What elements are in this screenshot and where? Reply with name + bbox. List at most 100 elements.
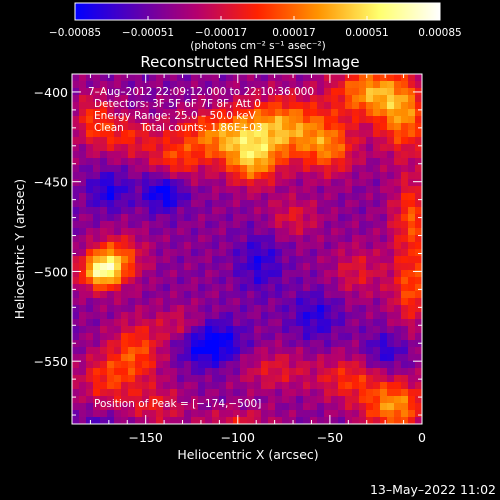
heatmap-cell	[275, 263, 283, 271]
heatmap-cell	[198, 88, 206, 96]
heatmap-cell	[72, 235, 80, 243]
heatmap-cell	[275, 361, 283, 369]
x-axis-label: Heliocentric X (arcsec)	[177, 447, 318, 462]
heatmap-cell	[408, 382, 416, 390]
heatmap-cell	[72, 361, 80, 369]
heatmap-cell	[366, 221, 374, 229]
heatmap-cell	[415, 74, 423, 82]
heatmap-cell	[394, 249, 402, 257]
heatmap-cell	[338, 270, 346, 278]
heatmap-cell	[261, 382, 269, 390]
heatmap-cell	[296, 235, 304, 243]
heatmap-cell	[170, 354, 178, 362]
heatmap-cell	[156, 214, 164, 222]
heatmap-cell	[380, 81, 388, 89]
heatmap-cell	[338, 144, 346, 152]
heatmap-cell	[107, 228, 115, 236]
heatmap-cell	[100, 298, 108, 306]
heatmap-cell	[177, 151, 185, 159]
heatmap-cell	[93, 277, 101, 285]
heatmap-cell	[93, 298, 101, 306]
heatmap-cell	[401, 263, 409, 271]
heatmap-cell	[331, 74, 339, 82]
heatmap-cell	[254, 186, 262, 194]
heatmap-cell	[135, 347, 143, 355]
heatmap-cell	[401, 277, 409, 285]
heatmap-cell	[345, 361, 353, 369]
heatmap-cell	[184, 277, 192, 285]
heatmap-cell	[352, 326, 360, 334]
heatmap-cell	[380, 375, 388, 383]
colorbar-tick-label: −0.00017	[195, 27, 247, 39]
heatmap-cell	[240, 368, 248, 376]
heatmap-cell	[387, 382, 395, 390]
heatmap-cell	[282, 396, 290, 404]
heatmap-cell	[135, 102, 143, 110]
heatmap-cell	[226, 389, 234, 397]
heatmap-cell	[93, 151, 101, 159]
heatmap-cell	[282, 319, 290, 327]
heatmap-cell	[303, 186, 311, 194]
heatmap-cell	[184, 368, 192, 376]
heatmap-cell	[226, 312, 234, 320]
heatmap-cell	[149, 403, 157, 411]
heatmap-cell	[310, 305, 318, 313]
heatmap-cell	[240, 186, 248, 194]
heatmap-cell	[317, 116, 325, 124]
heatmap-cell	[128, 123, 136, 131]
heatmap-cell	[114, 354, 122, 362]
heatmap-cell	[163, 277, 171, 285]
heatmap-cell	[240, 333, 248, 341]
heatmap-cell	[289, 270, 297, 278]
heatmap-cell	[331, 88, 339, 96]
heatmap-cell	[275, 298, 283, 306]
heatmap-cell	[331, 326, 339, 334]
heatmap-cell	[254, 95, 262, 103]
heatmap-cell	[142, 165, 150, 173]
heatmap-cell	[261, 172, 269, 180]
heatmap-cell	[198, 144, 206, 152]
heatmap-cell	[317, 95, 325, 103]
heatmap-cell	[303, 109, 311, 117]
heatmap-cell	[205, 130, 213, 138]
heatmap-cell	[317, 249, 325, 257]
heatmap-cell	[373, 340, 381, 348]
heatmap-cell	[177, 158, 185, 166]
heatmap-cell	[156, 284, 164, 292]
heatmap-cell	[268, 256, 276, 264]
heatmap-cell	[219, 368, 227, 376]
heatmap-cell	[198, 340, 206, 348]
heatmap-cell	[135, 284, 143, 292]
heatmap-cell	[387, 333, 395, 341]
heatmap-cell	[268, 172, 276, 180]
heatmap-cell	[79, 284, 87, 292]
heatmap-cell	[142, 340, 150, 348]
heatmap-cell	[331, 354, 339, 362]
heatmap-cell	[142, 347, 150, 355]
heatmap-cell	[373, 263, 381, 271]
heatmap-cell	[289, 193, 297, 201]
heatmap-cell	[219, 361, 227, 369]
heatmap-cell	[177, 361, 185, 369]
heatmap-cell	[240, 214, 248, 222]
heatmap-cell	[261, 347, 269, 355]
heatmap-cell	[121, 361, 129, 369]
heatmap-cell	[121, 340, 129, 348]
heatmap-cell	[387, 284, 395, 292]
heatmap-cell	[212, 214, 220, 222]
y-tick-label: −550	[34, 354, 68, 369]
heatmap-cell	[142, 151, 150, 159]
heatmap-cell	[100, 228, 108, 236]
heatmap-cell	[212, 417, 220, 425]
heatmap-cell	[261, 228, 269, 236]
heatmap-cell	[338, 102, 346, 110]
heatmap-cell	[310, 123, 318, 131]
heatmap-cell	[296, 396, 304, 404]
heatmap-cell	[226, 284, 234, 292]
heatmap-cell	[86, 368, 94, 376]
heatmap-cell	[415, 200, 423, 208]
heatmap-cell	[191, 186, 199, 194]
heatmap-cell	[394, 207, 402, 215]
heatmap-cell	[415, 256, 423, 264]
heatmap-cell	[212, 326, 220, 334]
